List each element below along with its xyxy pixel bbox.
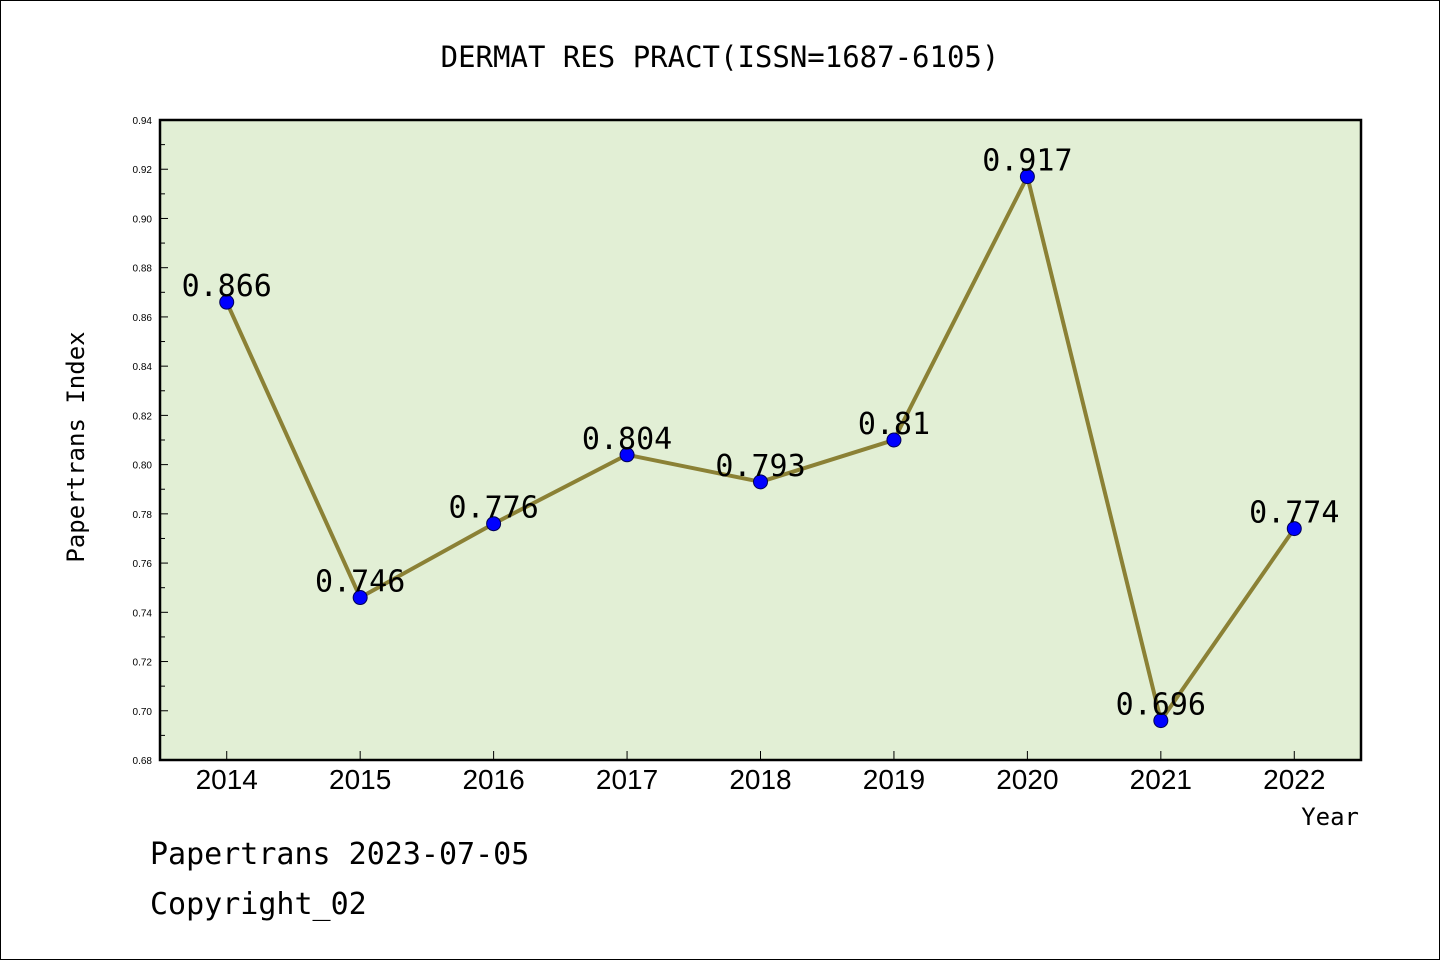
data-point bbox=[486, 516, 502, 532]
footer-copyright: Copyright_02 bbox=[150, 887, 367, 922]
data-label: 0.917 bbox=[982, 144, 1072, 179]
y-tick-label: 0.82 bbox=[133, 411, 153, 422]
chart-title: DERMAT RES PRACT(ISSN=1687-6105) bbox=[441, 40, 1000, 74]
y-tick-label: 0.88 bbox=[133, 264, 153, 275]
data-point bbox=[219, 294, 235, 310]
x-tick-label: 2015 bbox=[329, 764, 391, 795]
x-tick-label: 2022 bbox=[1263, 764, 1325, 795]
y-axis-label: Papertrans Index bbox=[62, 331, 90, 562]
x-tick-label: 2017 bbox=[596, 764, 658, 795]
x-tick-label: 2019 bbox=[863, 764, 925, 795]
y-tick-label: 0.80 bbox=[133, 461, 153, 472]
x-axis-label: Year bbox=[1301, 803, 1359, 831]
y-tick-label: 0.72 bbox=[133, 658, 153, 669]
data-point bbox=[1019, 169, 1035, 185]
y-tick-label: 0.92 bbox=[133, 165, 153, 176]
data-label: 0.81 bbox=[858, 407, 930, 442]
y-tick-label: 0.76 bbox=[133, 559, 153, 570]
x-tick-label: 2021 bbox=[1130, 764, 1192, 795]
data-label: 0.804 bbox=[582, 422, 672, 457]
y-tick-label: 0.86 bbox=[133, 313, 153, 324]
data-labels-group: 0.866 0.746 0.776 0.804 0.793 0.81 0.917 0.696 0… bbox=[182, 144, 1340, 723]
x-tick-label: 2016 bbox=[462, 764, 524, 795]
y-axis-ticks: 0.68 0.70 0.72 0.74 0.76 0.78 0.80 0.82 0.84 0.86… bbox=[133, 116, 168, 767]
y-tick-label: 0.70 bbox=[133, 707, 153, 718]
footer-date: Papertrans 2023-07-05 bbox=[150, 837, 529, 872]
data-point bbox=[753, 474, 768, 490]
data-point bbox=[886, 432, 902, 448]
x-tick-label: 2014 bbox=[196, 764, 258, 795]
data-point bbox=[1286, 521, 1302, 537]
y-tick-label: 0.74 bbox=[133, 608, 153, 619]
y-tick-label: 0.84 bbox=[133, 362, 153, 373]
data-label: 0.696 bbox=[1116, 688, 1206, 723]
data-label: 0.866 bbox=[182, 269, 272, 304]
data-label: 0.746 bbox=[315, 565, 405, 600]
y-tick-label: 0.68 bbox=[133, 756, 153, 767]
data-point bbox=[619, 447, 635, 463]
y-tick-label: 0.90 bbox=[133, 214, 153, 225]
plot-area bbox=[158, 118, 1363, 762]
x-tick-label: 2018 bbox=[729, 764, 791, 795]
y-tick-label: 0.78 bbox=[133, 510, 153, 521]
x-axis-ticks: 2014 2015 2016 2017 2018 2019 2020 2021 2022 bbox=[196, 751, 1325, 795]
data-label: 0.793 bbox=[715, 449, 805, 484]
data-label: 0.774 bbox=[1249, 496, 1339, 531]
data-point bbox=[1153, 713, 1169, 729]
data-label: 0.776 bbox=[448, 491, 538, 526]
series-line-group bbox=[219, 169, 1302, 729]
y-tick-label: 0.94 bbox=[133, 116, 153, 127]
data-point bbox=[352, 590, 368, 606]
x-tick-label: 2020 bbox=[996, 764, 1058, 795]
